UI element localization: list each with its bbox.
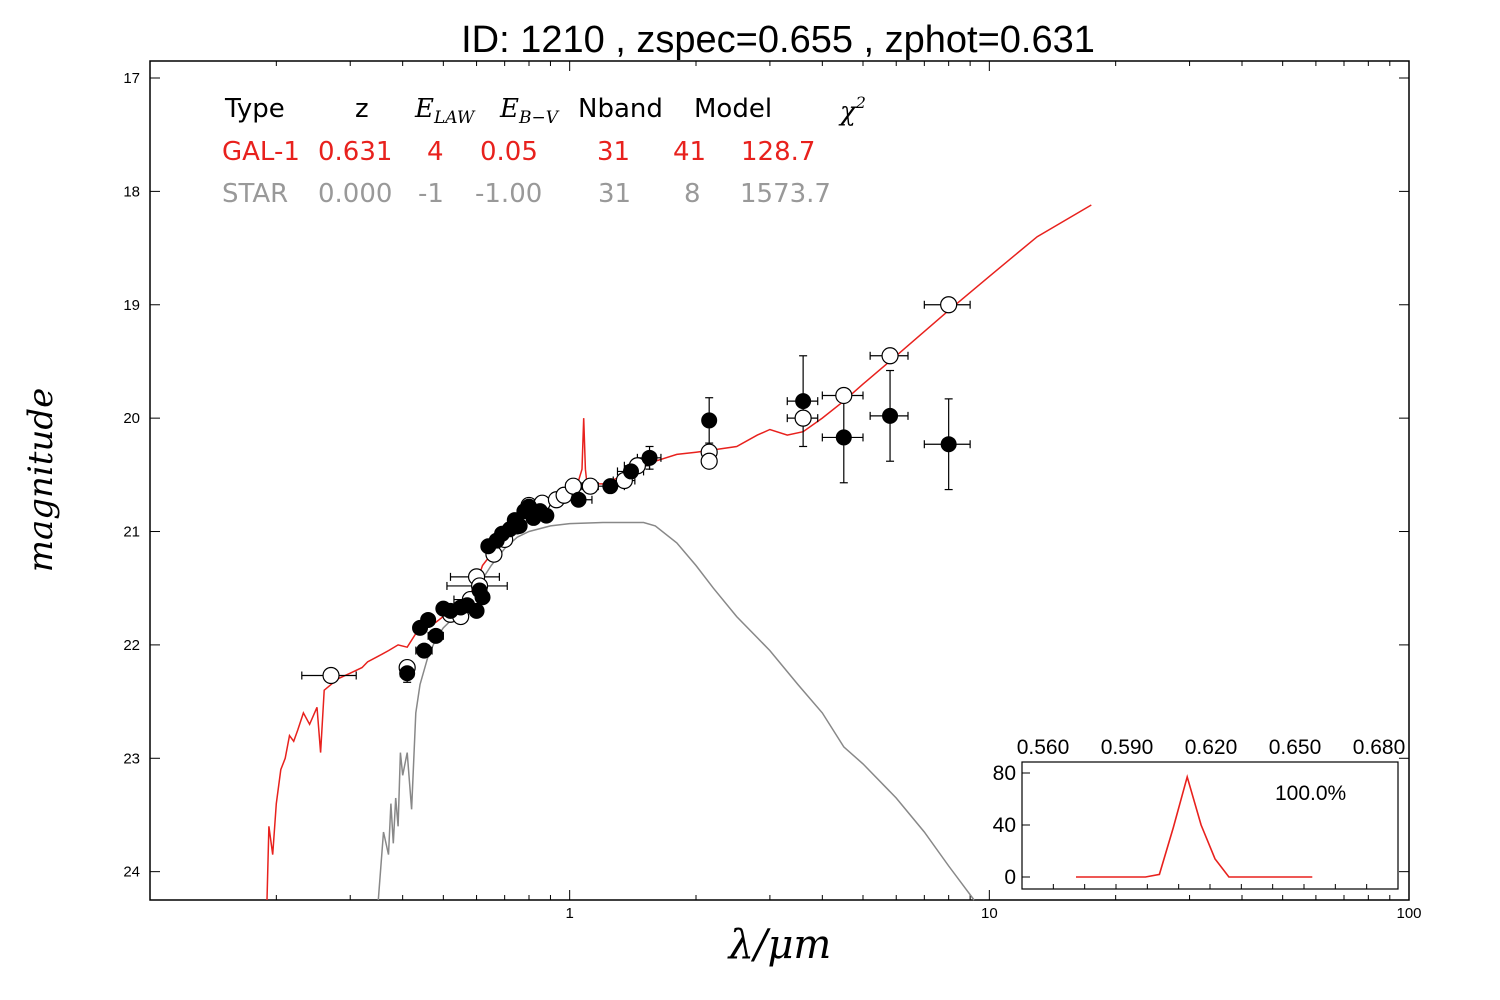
header-z: z — [355, 94, 369, 124]
row-nband: 31 — [597, 137, 630, 167]
observed-magnitude-marker — [399, 665, 416, 682]
observed-magnitude-marker — [835, 429, 852, 446]
row-chi2: 128.7 — [741, 137, 815, 167]
row-type: STAR — [222, 179, 288, 209]
inset-top-tick-label: 0.650 — [1269, 736, 1322, 759]
inset-top-tick-label: 0.560 — [1017, 736, 1070, 759]
template-curve-star — [377, 521, 975, 901]
inset-top-tick-label: 0.590 — [1101, 736, 1154, 759]
header-ebv: EB−V — [499, 94, 560, 128]
observed-magnitude-marker — [474, 589, 491, 606]
y-tick-label: 21 — [123, 524, 140, 541]
inset-annotation: 100.0% — [1275, 782, 1346, 805]
header-ebv-subscript: B−V — [518, 108, 560, 128]
row-z: 0.000 — [318, 179, 392, 209]
model-magnitude-marker — [564, 477, 582, 495]
model-magnitude-marker — [881, 347, 899, 365]
fit-row-star: STAR 0.000 -1 -1.00 31 8 1573.7 — [222, 179, 831, 209]
photometry-markers — [322, 296, 958, 685]
row-model: 8 — [684, 179, 701, 209]
inset-pdz-curve — [1076, 773, 1313, 878]
inset-y-ticks: 80 40 0 — [993, 762, 1399, 889]
observed-magnitude-marker — [622, 463, 639, 480]
inset-y-tick-label: 40 — [993, 814, 1016, 837]
x-tick-label: 10 — [981, 905, 998, 922]
chart-title: ID: 1210 , zspec=0.655 , zphot=0.631 — [461, 19, 1095, 61]
observed-magnitude-marker — [427, 627, 444, 644]
header-elaw-symbol: E — [414, 94, 434, 124]
observed-magnitude-marker — [468, 602, 485, 619]
observed-magnitude-marker — [416, 642, 433, 659]
y-tick-label: 20 — [123, 410, 140, 427]
observed-magnitude-marker — [940, 436, 957, 453]
header-type: Type — [224, 94, 285, 124]
header-elaw: ELAW — [414, 94, 476, 128]
row-z: 0.631 — [318, 137, 392, 167]
model-magnitude-marker — [794, 409, 812, 427]
x-tick-label: 100 — [1396, 905, 1421, 922]
fit-table: Type z ELAW EB−V Nband Model χ2 GAL-1 0.… — [222, 93, 866, 209]
header-chi2: χ2 — [838, 93, 866, 127]
model-magnitude-marker — [700, 452, 718, 470]
x-axis-label: λ/μm — [727, 922, 832, 968]
fit-table-header: Type z ELAW EB−V Nband Model χ2 — [224, 93, 866, 128]
row-model: 41 — [673, 137, 706, 167]
observed-magnitude-marker — [795, 393, 812, 410]
header-ebv-symbol: E — [499, 94, 519, 124]
observed-magnitude-marker — [511, 517, 528, 534]
row-elaw: 4 — [427, 137, 444, 167]
model-magnitude-marker — [835, 386, 853, 405]
y-axis-label: magnitude — [21, 388, 61, 573]
model-magnitude-marker — [322, 666, 340, 685]
header-chi-symbol: χ — [838, 97, 858, 127]
header-chi-superscript: 2 — [855, 93, 866, 112]
inset-frame — [1021, 761, 1399, 890]
model-magnitude-marker — [940, 296, 958, 314]
y-tick-label: 18 — [123, 183, 140, 200]
row-type: GAL-1 — [222, 137, 300, 167]
observed-magnitude-marker — [538, 507, 555, 524]
header-nband: Nband — [578, 94, 663, 124]
inset-y-tick-label: 80 — [993, 762, 1016, 785]
observed-magnitude-marker — [882, 407, 899, 424]
row-elaw: -1 — [418, 179, 444, 209]
header-model: Model — [694, 94, 772, 124]
y-tick-label: 24 — [123, 864, 140, 881]
row-ebv: -1.00 — [475, 179, 542, 209]
inset-top-tick-label: 0.680 — [1353, 736, 1406, 759]
inset-top-ticks: 0.560 0.590 0.620 0.650 0.680 — [1017, 736, 1406, 759]
observed-magnitude-marker — [641, 449, 658, 466]
inset-top-tick-label: 0.620 — [1185, 736, 1238, 759]
y-tick-label: 17 — [123, 70, 140, 87]
pdz-inset: 0.560 0.590 0.620 0.650 0.680 80 40 0 100.0% — [993, 736, 1406, 890]
fit-row-galaxy: GAL-1 0.631 4 0.05 31 41 128.7 — [222, 137, 815, 167]
observed-magnitude-marker — [570, 491, 587, 508]
plot-frame — [149, 60, 1410, 901]
x-tick-label: 1 — [565, 905, 573, 922]
row-ebv: 0.05 — [480, 137, 538, 167]
observed-magnitude-marker — [420, 611, 437, 628]
x-axis-ticks: 1 10 100 — [149, 61, 1422, 922]
model-magnitude-marker — [581, 477, 599, 495]
row-nband: 31 — [598, 179, 631, 209]
header-elaw-subscript: LAW — [433, 108, 476, 128]
y-tick-label: 22 — [123, 637, 140, 654]
y-tick-label: 19 — [123, 297, 140, 314]
observed-magnitude-marker — [701, 412, 718, 429]
row-chi2: 1573.7 — [740, 179, 831, 209]
y-tick-label: 23 — [123, 750, 140, 767]
observed-magnitude-marker — [602, 478, 619, 495]
inset-y-tick-label: 0 — [1004, 866, 1016, 889]
